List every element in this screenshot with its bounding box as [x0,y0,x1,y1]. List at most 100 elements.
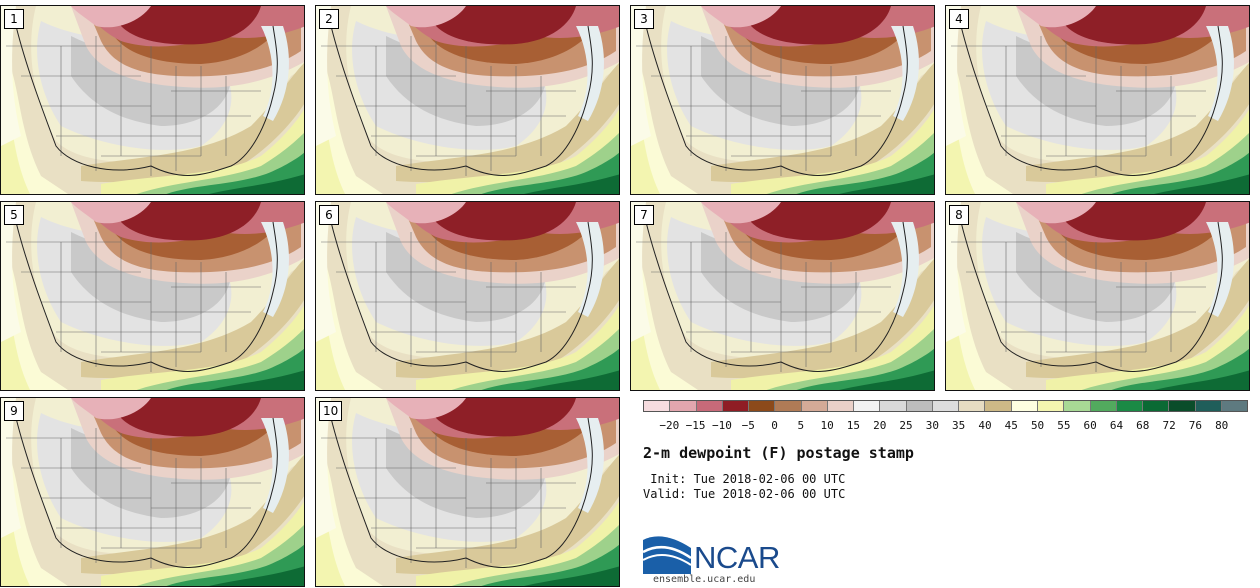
dewpoint-contour-band [426,6,576,45]
dewpoint-contour-band [1,398,21,538]
dewpoint-contour-band [631,242,698,390]
dewpoint-contour-band [1206,26,1234,121]
member-number-label: 10 [319,401,343,421]
colorbar-tick-label: 64 [1109,419,1124,432]
member-number-label: 5 [4,205,24,225]
member-number-label: 6 [319,205,339,225]
coastline [15,221,278,372]
member-map-panel: 7 [630,201,935,391]
member-number-label: 7 [634,205,654,225]
dewpoint-contour-band [1,458,31,586]
dewpoint-contour-band [1,438,68,586]
dewpoint-map [946,202,1249,390]
colorbar-tick-label: −5 [741,419,755,432]
map-title: 2-m dewpoint (F) postage stamp [643,444,914,462]
colorbar-tick-label: 15 [846,419,861,432]
dewpoint-contour-band [631,262,661,390]
colorbar-segment [1011,401,1038,411]
dewpoint-contour-band [316,6,336,146]
dewpoint-contour-band [701,6,781,28]
dewpoint-contour-band [316,458,346,586]
colorbar-segment [854,401,881,411]
member-map-panel: 4 [945,5,1250,195]
dewpoint-contour-band [1206,222,1234,317]
colorbar-tick-label: 25 [899,419,913,432]
dewpoint-contour-band [316,46,383,194]
dewpoint-contour-band [316,242,383,390]
dewpoint-colorbar [643,400,1248,412]
dewpoint-contour-band [426,202,576,241]
dewpoint-contour-band [741,202,891,241]
dewpoint-map [316,398,619,586]
member-map-panel: 1 [0,5,305,195]
colorbar-segment [1037,401,1065,411]
dewpoint-contour-band [711,63,934,183]
colorbar-tick-label: 76 [1188,419,1203,432]
colorbar-segment [722,401,750,411]
colorbar-segment [1143,401,1170,411]
dewpoint-contour-band [1154,370,1249,390]
dewpoint-contour-band [81,455,304,575]
member-map-panel: 8 [945,201,1250,391]
dewpoint-contour-band [1026,63,1249,183]
dewpoint-contour-band [261,26,289,121]
dewpoint-contour-band [576,26,604,121]
coastline [960,25,1223,176]
dewpoint-contour-band [1154,174,1249,194]
coastline [330,221,593,372]
member-map-panel: 10 [315,397,620,587]
dewpoint-contour-band [426,398,576,437]
dewpoint-contour-band [1026,259,1249,379]
colorbar-tick-label: 0 [771,419,778,432]
dewpoint-contour-band [316,398,336,538]
member-map-panel: 2 [315,5,620,195]
dewpoint-contour-band [946,202,966,342]
dewpoint-contour-band [316,438,383,586]
member-map-panel: 5 [0,201,305,391]
dewpoint-map [316,202,619,390]
colorbar-segment [1169,401,1196,411]
dewpoint-map [1,6,304,194]
dewpoint-contour-band [524,174,619,194]
dewpoint-contour-band [1,46,68,194]
coastline [15,417,278,568]
dewpoint-contour-band [631,202,651,342]
dewpoint-contour-band [261,222,289,317]
coastline [645,221,908,372]
dewpoint-contour-band [209,370,304,390]
colorbar-segment [1064,401,1091,411]
dewpoint-contour-band [1,242,68,390]
colorbar-tick-label: 5 [797,419,805,432]
dewpoint-contour-band [396,455,619,575]
dewpoint-contour-band [576,222,604,317]
dewpoint-contour-band [1056,6,1206,45]
dewpoint-contour-band [316,202,336,342]
member-map-panel: 3 [630,5,935,195]
colorbar-tick-label: 45 [1004,419,1018,432]
dewpoint-contour-band [71,6,151,28]
dewpoint-contour-band [111,202,261,241]
dewpoint-contour-band [946,6,966,146]
dewpoint-contour-band [261,418,289,513]
dewpoint-contour-band [71,202,151,224]
member-map-panel: 6 [315,201,620,391]
colorbar-segment [985,401,1012,411]
dewpoint-contour-band [891,222,919,317]
dewpoint-contour-band [631,46,698,194]
dewpoint-contour-band [81,259,304,379]
dewpoint-contour-band [111,398,261,437]
ncar-logo-icon [643,536,692,574]
init-time: Init: Tue 2018-02-06 00 UTC [643,472,846,486]
coastline [330,417,593,568]
colorbar-segment [932,401,960,411]
ncar-logo-text: NCAR [694,540,780,575]
dewpoint-map [1,202,304,390]
dewpoint-contour-band [71,398,151,420]
dewpoint-contour-band [209,566,304,586]
dewpoint-contour-band [1016,6,1096,28]
member-map-panel: 9 [0,397,305,587]
colorbar-tick-label: 50 [1030,419,1045,432]
dewpoint-contour-band [209,174,304,194]
coastline [330,25,593,176]
dewpoint-contour-band [701,202,781,224]
